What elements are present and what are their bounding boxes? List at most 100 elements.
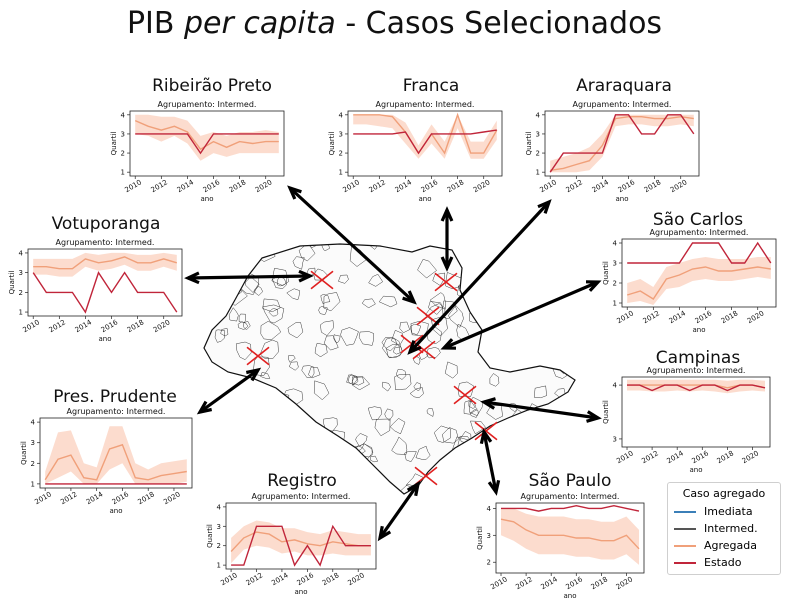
chart-8-xtick-label-2018: 2018 bbox=[590, 575, 609, 591]
chart-2-series-agregada bbox=[550, 115, 694, 171]
chart-3-series-agregada bbox=[33, 256, 177, 270]
chart-8-xtick-label-2016: 2016 bbox=[565, 575, 585, 591]
city-marker-2 bbox=[246, 346, 270, 366]
chart-7-ytick-label-2: 2 bbox=[217, 542, 221, 550]
connector-arrow-0-head-end bbox=[402, 290, 417, 305]
chart-2-city-label: Araraquara bbox=[576, 76, 672, 96]
chart-3-ytick-label-1: 1 bbox=[19, 309, 23, 317]
connector-arrow-8-head-start bbox=[479, 428, 493, 445]
connector-arrow-0 bbox=[287, 185, 417, 305]
chart-1-subtitle: Agrupamento: Intermed. bbox=[376, 100, 475, 109]
city-marker-1-b bbox=[434, 272, 458, 292]
chart-4-xtick-label-2020: 2020 bbox=[746, 309, 765, 325]
chart-3-ytick-label-3: 3 bbox=[19, 269, 23, 277]
state-outline bbox=[203, 243, 576, 495]
chart-6-xtick-label-2018: 2018 bbox=[136, 490, 155, 506]
legend-label-imediata: Imediata bbox=[704, 505, 753, 518]
chart-4-city-label: São Carlos bbox=[653, 210, 743, 230]
city-marker-3-b bbox=[416, 306, 440, 326]
chart-7-xtick-label-2010: 2010 bbox=[219, 571, 238, 587]
chart-2-xtick-label-2012: 2012 bbox=[565, 178, 584, 194]
main-title-post: - Casos Selecionados bbox=[335, 6, 663, 41]
chart-1-ytick-label-4: 4 bbox=[339, 111, 344, 119]
chart-6-xtick-label-2010: 2010 bbox=[33, 490, 52, 506]
chart-2-series-estado bbox=[549, 114, 695, 173]
chart-6-agregada-band bbox=[45, 426, 187, 484]
legend: Caso agregado Imediata Intermed. Agregad… bbox=[667, 482, 781, 575]
chart-1-series-estado bbox=[353, 129, 497, 155]
chart-1-ytick-label-1: 1 bbox=[339, 169, 343, 177]
connector-arrow-3-head-end bbox=[298, 269, 314, 283]
chart-5-xtick-label-2010: 2010 bbox=[615, 449, 634, 465]
connector-arrow-7 bbox=[480, 397, 602, 423]
chart-3-xtick-label-2016: 2016 bbox=[100, 318, 120, 334]
connector-arrow-1 bbox=[440, 206, 454, 272]
chart-4-xtick-label-2014: 2014 bbox=[668, 309, 688, 325]
chart-1-city-label: Franca bbox=[403, 76, 460, 96]
chart-7-ytick-label-1: 1 bbox=[217, 562, 221, 570]
legend-swatch-agregada bbox=[674, 544, 696, 547]
connector-arrow-2-head-end bbox=[407, 340, 422, 355]
chart-2-xtick-label-2010: 2010 bbox=[539, 178, 558, 194]
chart-5-xtick-label-2014: 2014 bbox=[665, 449, 685, 465]
chart-8-xtick-label-2014: 2014 bbox=[539, 575, 559, 591]
chart-5-xtick-label-2020: 2020 bbox=[741, 449, 760, 465]
chart-8-subtitle: Agrupamento: Intermed. bbox=[521, 492, 620, 501]
chart-0-xtick-label-2018: 2018 bbox=[228, 178, 247, 194]
chart-7-xtick-label-2016: 2016 bbox=[296, 571, 316, 587]
chart-8-xlabel: ano bbox=[563, 592, 576, 600]
chart-7-xtick-label-2012: 2012 bbox=[245, 571, 264, 587]
chart-2-ytick-label-4: 4 bbox=[536, 111, 541, 119]
legend-item-intermed: Intermed. bbox=[674, 520, 774, 537]
chart-4-agregada-band bbox=[627, 257, 771, 305]
chart-3-subtitle: Agrupamento: Intermed. bbox=[56, 238, 155, 247]
connector-arrow-6-shaft bbox=[378, 483, 420, 539]
chart-8-ylabel: Quartil bbox=[476, 526, 484, 550]
chart-2-xtick-label-2018: 2018 bbox=[643, 178, 662, 194]
chart-3: Votuporanga Agrupamento: Intermed. 1 2 3 4 201… bbox=[8, 214, 183, 343]
chart-6-xlabel: ano bbox=[109, 507, 122, 515]
connector-arrow-7-head-start bbox=[480, 397, 496, 410]
connector-arrow-2-head-start bbox=[537, 199, 552, 214]
chart-3-series-estado bbox=[32, 271, 178, 314]
connector-arrow-4-head-start bbox=[585, 280, 602, 292]
chart-0-xtick-label-2012: 2012 bbox=[150, 178, 169, 194]
chart-1-xlabel: ano bbox=[418, 195, 431, 203]
chart-5-series-estado bbox=[627, 384, 766, 392]
legend-swatch-estado bbox=[674, 561, 696, 564]
chart-7-xtick-label-2020: 2020 bbox=[346, 571, 365, 587]
chart-6-xtick-label-2016: 2016 bbox=[111, 490, 131, 506]
chart-0-xtick-label-2020: 2020 bbox=[254, 178, 273, 194]
connector-arrow-5 bbox=[196, 367, 262, 415]
city-marker-6 bbox=[453, 385, 477, 405]
main-title-italic: per capita bbox=[184, 6, 336, 41]
city-marker-1 bbox=[434, 272, 458, 292]
connector-arrow-7-shaft bbox=[483, 400, 599, 420]
connector-arrow-6 bbox=[377, 480, 421, 542]
chart-3-xtick-label-2014: 2014 bbox=[74, 318, 94, 334]
connector-arrow-4 bbox=[440, 280, 602, 350]
chart-0-ylabel: Quartil bbox=[110, 132, 118, 156]
city-marker-3 bbox=[416, 306, 440, 326]
chart-3-xtick-label-2012: 2012 bbox=[48, 318, 67, 334]
chart-2-xtick-label-2014: 2014 bbox=[591, 178, 611, 194]
chart-8-series-agregada bbox=[500, 518, 640, 550]
connector-arrow-2-shaft bbox=[408, 200, 551, 354]
chart-5-ytick-label-3: 3 bbox=[613, 435, 617, 443]
connector-arrow-2 bbox=[407, 199, 552, 355]
chart-4-ytick-label-4: 4 bbox=[613, 240, 618, 248]
chart-0-subtitle: Agrupamento: Intermed. bbox=[158, 100, 257, 109]
chart-4-xtick-label-2012: 2012 bbox=[642, 309, 661, 325]
chart-4-ytick-label-3: 3 bbox=[613, 260, 617, 268]
city-marker-6-b bbox=[453, 385, 477, 405]
chart-0-xtick-label-2010: 2010 bbox=[124, 178, 143, 194]
city-marker-7-b bbox=[474, 421, 498, 441]
chart-0-ytick-label-2: 2 bbox=[121, 150, 125, 158]
chart-6-ytick-label-4: 4 bbox=[31, 419, 36, 427]
chart-5-xtick-label-2012: 2012 bbox=[640, 449, 659, 465]
connector-arrow-1-head-start bbox=[440, 206, 454, 222]
chart-2-ylabel: Quartil bbox=[525, 132, 533, 156]
